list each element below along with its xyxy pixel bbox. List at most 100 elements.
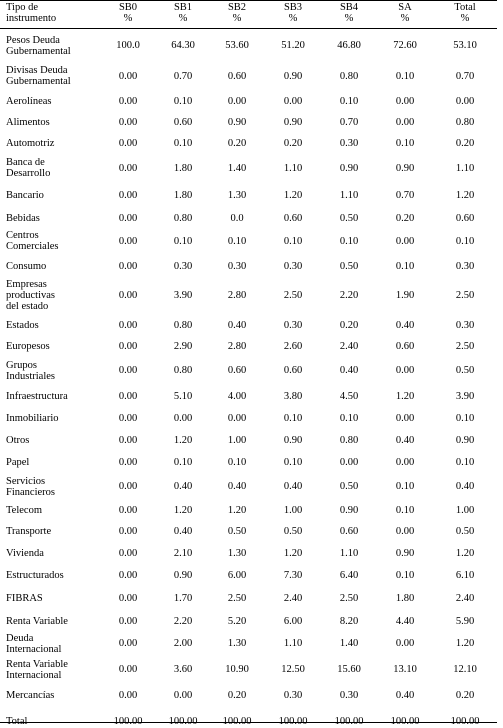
cell-value: 100.00	[113, 716, 143, 727]
row-label: Mercancías	[6, 684, 96, 706]
row-label: Telecom	[6, 500, 96, 521]
cell-value: 0.10	[283, 457, 303, 468]
row-label-line: Desarrollo	[6, 168, 51, 179]
row-label-line: Estructurados	[6, 570, 64, 581]
table-row: Automotriz 0.00 0.10 0.20 0.20 0.30 0.10 0.20	[0, 133, 497, 154]
cell-value: 0.00	[118, 570, 138, 581]
cell-value: 0.80	[339, 70, 359, 82]
row-label: Otros	[6, 428, 96, 452]
cell-value: 0.70	[395, 189, 415, 201]
cell-value: 12.10	[453, 664, 477, 675]
cell-value: 1.20	[173, 434, 193, 446]
row-label-line: Vivienda	[6, 547, 44, 559]
cell-value: 1.20	[283, 547, 303, 559]
cell-value: 1.10	[283, 638, 303, 649]
cell-value: 0.30	[455, 260, 475, 272]
cell-value: 0.90	[283, 434, 303, 446]
cell-value: 0.30	[283, 689, 303, 701]
cell-value: 0.80	[339, 434, 359, 446]
cell-value: 0.60	[455, 212, 475, 224]
cell-value: 0.00	[118, 638, 138, 649]
header-line: SB4	[339, 2, 359, 13]
cell-value: 0.80	[173, 365, 193, 376]
cell-value: 0.30	[455, 319, 475, 331]
row-label-line: Centros	[6, 230, 39, 241]
table-row: Aerolíneas 0.00 0.10 0.00 0.00 0.10 0.00 0.00	[0, 90, 497, 112]
table-row: Renta Variable 0.00 2.20 5.20 6.00 8.20 4.40 5.…	[0, 610, 497, 632]
table-row: Estructurados 0.00 0.90 6.00 7.30 6.40 0.10 6.1…	[0, 564, 497, 587]
cell-value: 0.00	[395, 95, 415, 107]
cell-value: 0.00	[118, 162, 138, 174]
cell-value: 8.20	[339, 615, 359, 627]
cell-value: 0.40	[395, 319, 415, 331]
row-label: Transporte	[6, 521, 96, 542]
row-label-line: Aerolíneas	[6, 95, 52, 107]
cell-value: 1.80	[173, 162, 193, 174]
row-label: Vivienda	[6, 542, 96, 564]
header-line: %	[123, 13, 133, 24]
table-row: Bancario 0.00 1.80 1.30 1.20 1.10 0.70 1.20	[0, 182, 497, 208]
row-label-line: Empresas	[6, 279, 47, 290]
header-line: %	[178, 13, 188, 24]
cell-value: 0.00	[395, 117, 415, 128]
cell-value: 100.00	[278, 716, 308, 727]
cell-value: 1.20	[455, 547, 475, 559]
cell-value: 1.40	[227, 162, 247, 174]
row-label-line: Renta Variable	[6, 658, 68, 670]
cell-value: 2.50	[455, 290, 475, 301]
cell-value: 1.20	[173, 505, 193, 516]
cell-value: 0.00	[118, 341, 138, 352]
row-label: Pesos Deuda Gubernamental	[6, 29, 96, 62]
cell-value: 0.10	[395, 138, 415, 149]
row-label-line: Mercancías	[6, 689, 55, 701]
table-row: Centros Comerciales 0.00 0.10 0.10 0.10 0.10 0.…	[0, 228, 497, 254]
cell-value: 0.10	[339, 412, 359, 424]
header-sa: SA %	[380, 2, 430, 28]
cell-value: 0.40	[395, 689, 415, 701]
cell-value: 0.00	[118, 138, 138, 149]
cell-value: 1.00	[283, 505, 303, 516]
cell-value: 0.10	[395, 70, 415, 82]
cell-value: 0.50	[455, 365, 475, 376]
total-rule	[0, 722, 497, 723]
row-label: Aerolíneas	[6, 90, 96, 112]
cell-value: 0.60	[173, 117, 193, 128]
row-label-line: Inmobiliario	[6, 412, 59, 424]
row-label-line: Divisas Deuda	[6, 65, 68, 76]
table-row: Transporte 0.00 0.40 0.50 0.50 0.60 0.00 0.50	[0, 521, 497, 542]
row-label-line: Transporte	[6, 526, 52, 537]
cell-value: 2.50	[283, 290, 303, 301]
cell-value: 2.60	[283, 341, 303, 352]
row-label: Renta Variable	[6, 610, 96, 632]
cell-value: 0.10	[455, 457, 475, 468]
header-line: SB0	[118, 2, 138, 13]
header-line: %	[400, 13, 410, 24]
row-label-line: Alimentos	[6, 117, 50, 128]
row-label-line: Banca de	[6, 157, 45, 168]
cell-value: 0.00	[118, 235, 138, 247]
table-row: Infraestructura 0.00 5.10 4.00 3.80 4.50 1.20 3…	[0, 385, 497, 408]
cell-value: 0.00	[118, 615, 138, 627]
row-label: Centros Comerciales	[6, 228, 96, 254]
cell-value: 0.90	[283, 117, 303, 128]
cell-value: 0.00	[118, 412, 138, 424]
cell-value: 0.10	[283, 235, 303, 247]
cell-value: 0.10	[173, 457, 193, 468]
cell-value: 1.20	[395, 391, 415, 402]
row-label-line: Deuda	[6, 632, 34, 644]
row-label-line: Infraestructura	[6, 391, 68, 402]
cell-value: 1.80	[173, 189, 193, 201]
cell-value: 0.20	[455, 689, 475, 701]
table-row: Pesos Deuda Gubernamental 100.0 64.30 53.60 5…	[0, 29, 497, 62]
cell-value: 0.00	[118, 689, 138, 701]
row-label-line: Bebidas	[6, 212, 40, 224]
cell-value: 2.20	[173, 615, 193, 627]
cell-value: 0.00	[118, 457, 138, 468]
table-row: Banca de Desarrollo 0.00 1.80 1.40 1.10 0.90 0.…	[0, 154, 497, 182]
header-line: SB1	[173, 2, 193, 13]
cell-value: 0.10	[227, 235, 247, 247]
cell-value: 0.40	[173, 526, 193, 537]
row-label-line: Financieros	[6, 486, 55, 498]
cell-value: 0.10	[283, 412, 303, 424]
cell-value: 100.00	[222, 716, 252, 727]
